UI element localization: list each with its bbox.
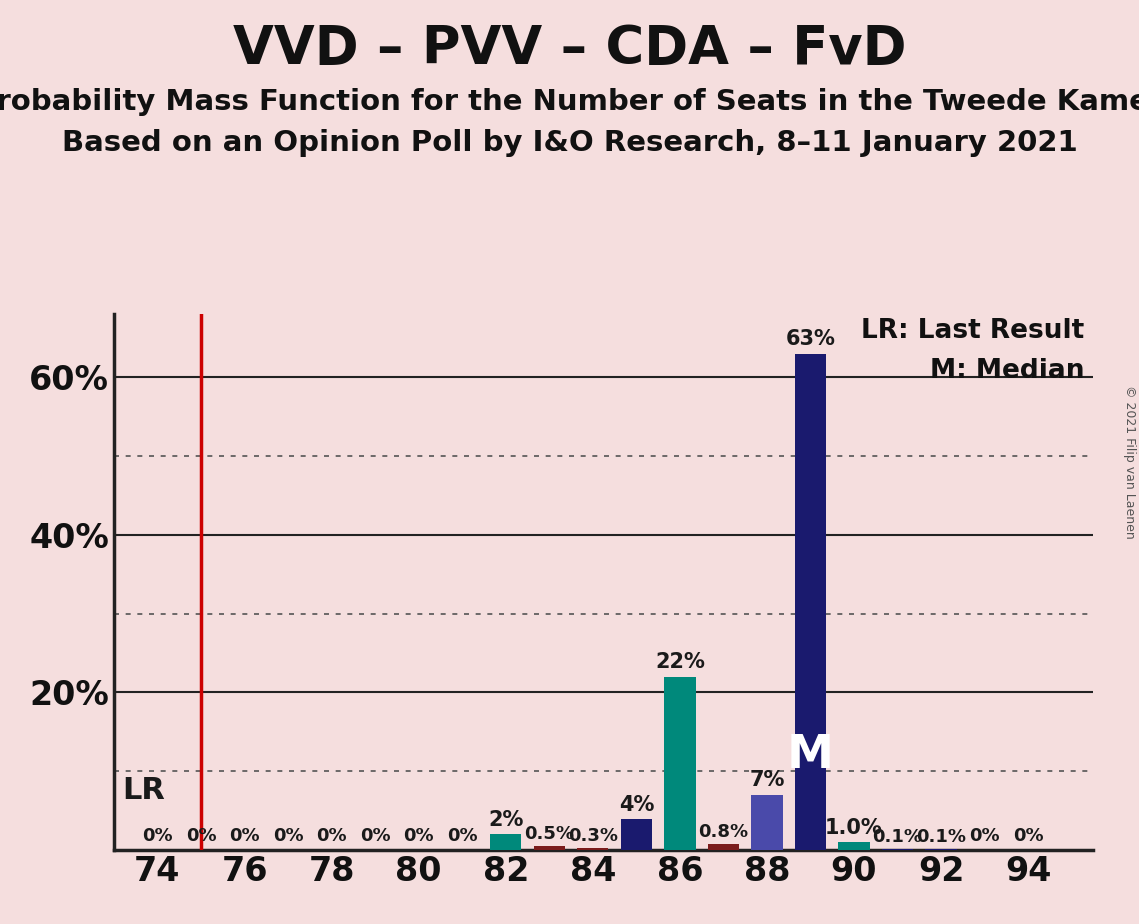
Bar: [577, 847, 608, 850]
Text: 63%: 63%: [786, 329, 835, 349]
Text: 22%: 22%: [655, 652, 705, 672]
Text: VVD – PVV – CDA – FvD: VVD – PVV – CDA – FvD: [232, 23, 907, 75]
Text: 0%: 0%: [317, 827, 347, 845]
Bar: [795, 354, 826, 850]
Bar: [838, 842, 870, 850]
Bar: [707, 844, 739, 850]
Text: LR: Last Result: LR: Last Result: [861, 318, 1084, 344]
Text: 0%: 0%: [186, 827, 216, 845]
Text: 0%: 0%: [272, 827, 303, 845]
Text: 0%: 0%: [360, 827, 391, 845]
Text: 0%: 0%: [142, 827, 173, 845]
Text: 0%: 0%: [1013, 827, 1043, 845]
Text: 0%: 0%: [229, 827, 260, 845]
Text: 7%: 7%: [749, 771, 785, 790]
Bar: [533, 846, 565, 850]
Bar: [490, 834, 522, 850]
Text: LR: LR: [123, 776, 165, 806]
Text: Based on an Opinion Poll by I&O Research, 8–11 January 2021: Based on an Opinion Poll by I&O Research…: [62, 129, 1077, 157]
Bar: [752, 795, 782, 850]
Text: 0.8%: 0.8%: [698, 822, 748, 841]
Text: M: Median: M: Median: [931, 358, 1084, 383]
Text: 0%: 0%: [403, 827, 434, 845]
Text: © 2021 Filip van Laenen: © 2021 Filip van Laenen: [1123, 385, 1137, 539]
Text: 4%: 4%: [618, 795, 654, 815]
Text: 0.1%: 0.1%: [916, 828, 966, 846]
Text: 1.0%: 1.0%: [825, 819, 883, 838]
Text: M: M: [787, 733, 834, 778]
Text: 0.5%: 0.5%: [524, 825, 574, 843]
Text: 0.1%: 0.1%: [872, 828, 923, 846]
Text: 0%: 0%: [969, 827, 1000, 845]
Bar: [664, 676, 696, 850]
Text: 0%: 0%: [446, 827, 477, 845]
Bar: [621, 819, 652, 850]
Text: 2%: 2%: [487, 810, 524, 831]
Text: Probability Mass Function for the Number of Seats in the Tweede Kamer: Probability Mass Function for the Number…: [0, 88, 1139, 116]
Text: 0.3%: 0.3%: [567, 827, 617, 845]
